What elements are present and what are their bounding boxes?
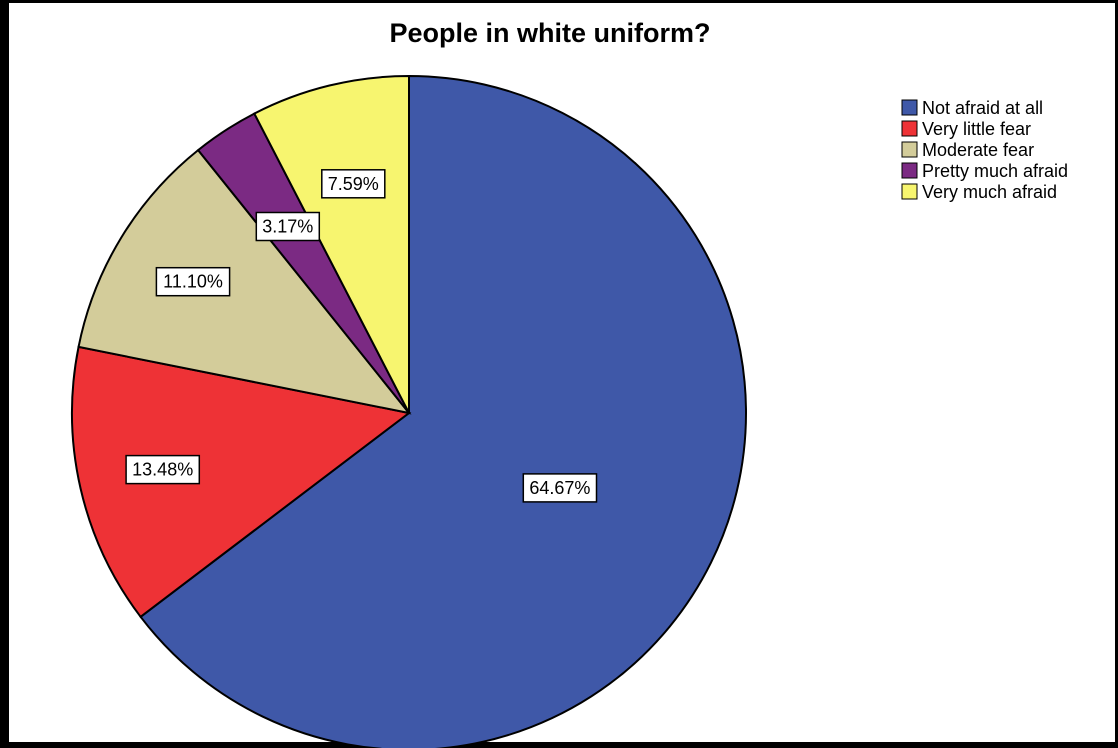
- slice-label: 11.10%: [155, 266, 231, 297]
- slice-label-box: [255, 211, 321, 242]
- slice-label-text: 11.10%: [163, 272, 223, 292]
- slice-label-text: 3.17%: [262, 217, 313, 237]
- slice-label-box: [321, 169, 386, 199]
- slice-label: 64.67%: [522, 473, 598, 503]
- legend-swatch: [901, 120, 918, 137]
- legend-item: Very much afraid: [901, 182, 1057, 202]
- legend-item: Very little fear: [901, 119, 1031, 139]
- slice-label-box: [522, 473, 598, 503]
- slice-label-box: [125, 454, 201, 485]
- slice-label: 7.59%: [321, 169, 386, 199]
- legend-label: Very much afraid: [922, 182, 1057, 202]
- slice-label: 13.48%: [125, 454, 201, 485]
- slice-label-box: [155, 266, 231, 297]
- chart-title: People in white uniform?: [389, 18, 710, 48]
- legend-item: Not afraid at all: [901, 98, 1043, 118]
- legend-label: Moderate fear: [922, 140, 1034, 160]
- legend-label: Very little fear: [922, 119, 1031, 139]
- legend-swatch: [901, 162, 918, 179]
- legend-label: Pretty much afraid: [922, 161, 1068, 181]
- legend-item: Moderate fear: [901, 140, 1034, 160]
- pie-slice-very-much-afraid: [252, 74, 410, 414]
- pie-slice-not-afraid-at-all: [139, 74, 747, 748]
- slice-labels: 64.67% 13.48% 11.10% 3.17% 7.59%: [125, 169, 598, 503]
- pie-slice-moderate-fear: [77, 148, 412, 415]
- slice-label-text: 7.59%: [328, 174, 379, 194]
- slice-label: 3.17%: [255, 211, 321, 242]
- legend-swatch: [901, 141, 918, 158]
- slice-label-text: 64.67%: [529, 478, 590, 498]
- legend-swatch: [901, 183, 918, 200]
- slice-label-text: 13.48%: [132, 460, 193, 480]
- pie-slice-very-little-fear: [71, 345, 412, 619]
- legend-item: Pretty much afraid: [901, 161, 1068, 181]
- pie-slices: [71, 74, 747, 748]
- legend-swatch: [901, 99, 918, 116]
- legend-label: Not afraid at all: [922, 98, 1043, 118]
